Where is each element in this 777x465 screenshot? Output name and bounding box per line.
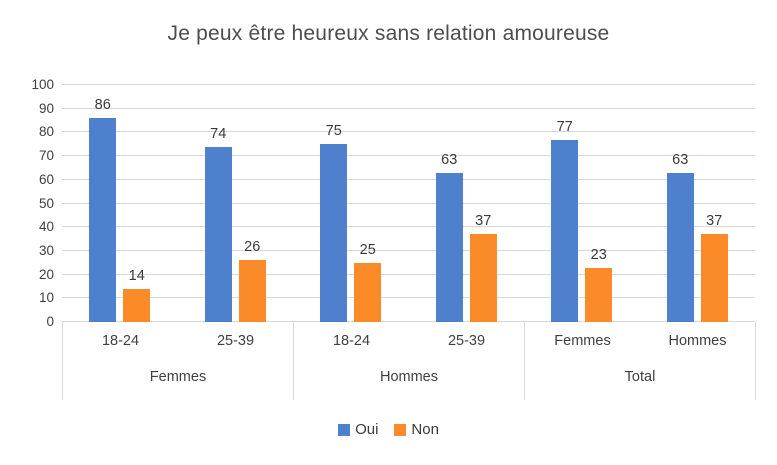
bars-layer: 86 14 74 26 75 25 63 37 77 23 63 37 xyxy=(62,85,755,322)
gridline xyxy=(62,155,755,157)
gridline xyxy=(62,321,755,322)
legend-label: Non xyxy=(411,421,439,438)
bar-value-label: 26 xyxy=(244,239,261,256)
bar-non: 37 xyxy=(700,213,728,322)
bar-group: 77 23 63 37 xyxy=(524,85,755,322)
category-label: 18-24 xyxy=(332,333,371,349)
bar-non: 23 xyxy=(585,247,613,322)
bar-pair: 74 26 xyxy=(178,85,294,322)
category-label: Femmes xyxy=(554,333,611,349)
bar-oui: 86 xyxy=(89,97,117,322)
bar-non: 14 xyxy=(123,268,151,322)
axis-group: 18-24 25-39 Femmes xyxy=(62,322,293,400)
gridline xyxy=(62,178,755,180)
gridline xyxy=(62,131,755,133)
gridline xyxy=(62,273,755,275)
bar-value-label: 77 xyxy=(556,118,573,135)
category-label: 25-39 xyxy=(447,333,486,349)
gridline xyxy=(62,84,755,85)
y-axis: 100 90 80 70 60 50 40 30 20 10 0 xyxy=(0,77,54,329)
group-label: Femmes xyxy=(149,369,207,385)
y-tick-label: 20 xyxy=(38,266,54,282)
bar-pair: 75 25 xyxy=(293,85,409,322)
bar-value-label: 75 xyxy=(325,123,342,140)
bar-value-label: 37 xyxy=(475,213,492,230)
group-label: Hommes xyxy=(379,369,438,385)
bar-pair: 77 23 xyxy=(524,85,640,322)
legend-swatch-icon xyxy=(338,423,351,436)
gridline xyxy=(62,107,755,109)
axis-group: 18-24 25-39 Hommes xyxy=(293,322,524,400)
y-tick-label: 60 xyxy=(38,171,54,187)
axis-subcategory-row: 18-24 25-39 xyxy=(63,322,293,360)
legend-label: Oui xyxy=(355,421,379,438)
axis-subcategory-row: 18-24 25-39 xyxy=(294,322,524,360)
bar-pair: 63 37 xyxy=(640,85,756,322)
bar-oui: 75 xyxy=(320,123,348,322)
y-tick-label: 10 xyxy=(38,290,54,306)
y-tick-label: 70 xyxy=(38,148,54,164)
chart-title: Je peux être heureux sans relation amour… xyxy=(167,22,610,45)
bar-oui: 77 xyxy=(551,119,579,322)
category-label: Hommes xyxy=(668,333,727,349)
y-tick-label: 50 xyxy=(38,195,54,211)
bar-pair: 86 14 xyxy=(62,85,178,322)
bar-value-label: 63 xyxy=(441,151,458,168)
y-tick-label: 100 xyxy=(31,77,54,92)
bar-value-label: 74 xyxy=(210,125,227,142)
bar-oui: 63 xyxy=(435,152,463,322)
category-axis: 18-24 25-39 Femmes 18-24 25-39 Hommes Femmes Ho… xyxy=(62,322,756,400)
gridline xyxy=(62,297,755,299)
bar-value-label: 23 xyxy=(590,246,607,263)
legend: Oui Non xyxy=(0,421,777,438)
y-tick-label: 30 xyxy=(38,242,54,258)
y-tick-label: 90 xyxy=(38,100,54,116)
bar-non: 37 xyxy=(469,213,497,322)
bar-pair: 63 37 xyxy=(409,85,525,322)
category-label: 25-39 xyxy=(216,333,255,349)
legend-item-oui: Oui xyxy=(338,421,378,438)
y-tick-label: 80 xyxy=(38,124,54,140)
bar-group: 75 25 63 37 xyxy=(293,85,524,322)
bar-value-label: 63 xyxy=(672,151,689,168)
bar-value-label: 37 xyxy=(706,213,723,230)
bar-oui: 63 xyxy=(666,152,694,322)
gridline xyxy=(62,202,755,204)
gridline xyxy=(62,249,755,251)
gridline xyxy=(62,226,755,228)
bar-oui: 74 xyxy=(204,126,232,322)
plot-area xyxy=(62,84,755,322)
legend-swatch-icon xyxy=(394,423,407,436)
bar-value-label: 86 xyxy=(94,97,111,114)
bar-non: 26 xyxy=(238,239,266,322)
legend-item-non: Non xyxy=(394,421,439,438)
axis-group: Femmes Hommes Total xyxy=(524,322,755,400)
category-label: 18-24 xyxy=(101,333,140,349)
axis-subcategory-row: Femmes Hommes xyxy=(525,322,755,360)
bar-group: 86 14 74 26 xyxy=(62,85,293,322)
y-tick-label: 0 xyxy=(46,314,54,329)
bar-non: 25 xyxy=(354,242,382,322)
y-tick-label: 40 xyxy=(38,219,54,235)
bar-value-label: 25 xyxy=(359,241,376,258)
bar-value-label: 14 xyxy=(128,267,145,284)
group-label: Total xyxy=(624,369,656,385)
